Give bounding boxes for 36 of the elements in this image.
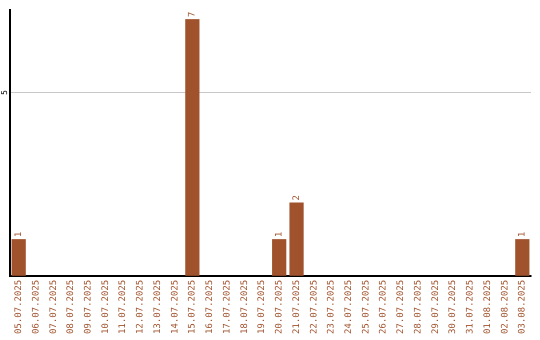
x-tick-label: 18.07.2025 <box>240 280 250 334</box>
x-tick-label: 02.08.2025 <box>500 280 510 334</box>
x-tick-label: 29.07.2025 <box>430 280 441 334</box>
x-tick-label: 16.07.2025 <box>205 280 216 334</box>
x-tick-label: 11.07.2025 <box>118 280 128 334</box>
x-tick-label: 12.07.2025 <box>136 280 146 334</box>
x-tick-label: 03.08.2025 <box>518 280 528 334</box>
data-label: 2 <box>292 195 302 200</box>
x-tick-label: 20.07.2025 <box>274 280 285 334</box>
x-tick-label: 27.07.2025 <box>396 280 406 334</box>
x-tick-label: 22.07.2025 <box>309 280 320 334</box>
y-tick-label: 5 <box>0 90 10 95</box>
data-label: 1 <box>274 232 285 238</box>
x-tick-label: 21.07.2025 <box>292 280 302 334</box>
x-tick-label: 24.07.2025 <box>344 280 354 334</box>
x-tick-label: 26.07.2025 <box>378 280 389 334</box>
x-tick-label: 14.07.2025 <box>170 280 180 334</box>
x-tick-label: 30.07.2025 <box>448 280 458 334</box>
x-tick-label: 09.07.2025 <box>83 280 94 334</box>
x-tick-label: 06.07.2025 <box>31 280 42 334</box>
x-tick-label: 01.08.2025 <box>482 280 493 334</box>
x-tick-label: 07.07.2025 <box>48 280 59 334</box>
data-label: 1 <box>518 232 528 238</box>
x-tick-label: 13.07.2025 <box>152 280 163 334</box>
x-tick-label: 23.07.2025 <box>326 280 337 334</box>
x-tick-label: 10.07.2025 <box>100 280 111 334</box>
x-tick-label: 15.07.2025 <box>188 280 198 334</box>
x-tick-label: 31.07.2025 <box>466 280 476 334</box>
x-tick-label: 19.07.2025 <box>257 280 268 334</box>
data-label: 1 <box>14 232 24 238</box>
x-tick-label: 17.07.2025 <box>222 280 232 334</box>
x-tick-label: 28.07.2025 <box>413 280 424 334</box>
x-tick-label: 25.07.2025 <box>361 280 372 334</box>
data-label: 7 <box>188 12 198 18</box>
x-tick-label: 05.07.2025 <box>14 280 24 334</box>
x-tick-label: 08.07.2025 <box>66 280 76 334</box>
